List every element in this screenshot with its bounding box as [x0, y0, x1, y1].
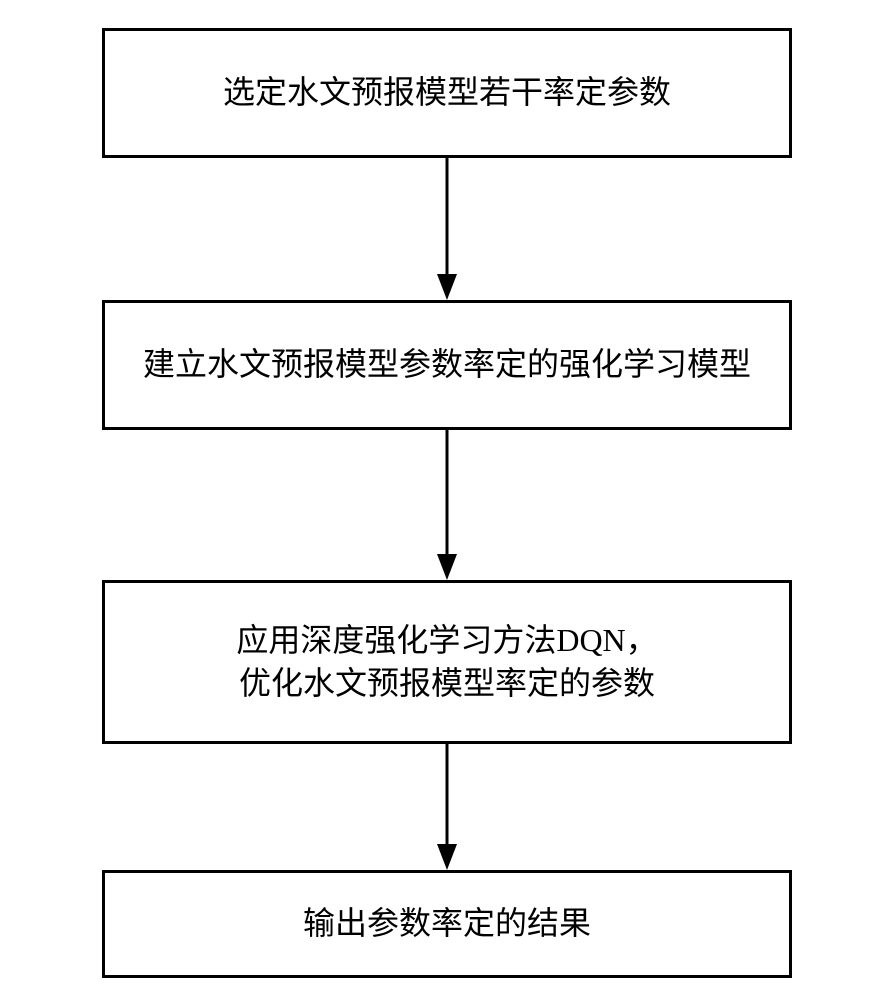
flowchart-arrow — [427, 430, 467, 580]
flowchart-node-label: 输出参数率定的结果 — [303, 902, 591, 945]
flowchart-node: 应用深度强化学习方法DQN， 优化水文预报模型率定的参数 — [102, 580, 792, 744]
flowchart-node: 输出参数率定的结果 — [102, 870, 792, 978]
flowchart-node-label: 选定水文预报模型若干率定参数 — [223, 71, 671, 114]
flowchart-node: 建立水文预报模型参数率定的强化学习模型 — [102, 300, 792, 430]
flowchart-arrow — [427, 744, 467, 870]
flowchart-stage: 选定水文预报模型若干率定参数建立水文预报模型参数率定的强化学习模型应用深度强化学… — [0, 0, 893, 1000]
flowchart-arrow — [427, 158, 467, 300]
flowchart-node-label: 建立水文预报模型参数率定的强化学习模型 — [143, 343, 751, 386]
flowchart-node-label: 应用深度强化学习方法DQN， 优化水文预报模型率定的参数 — [236, 619, 657, 705]
flowchart-node: 选定水文预报模型若干率定参数 — [102, 28, 792, 158]
